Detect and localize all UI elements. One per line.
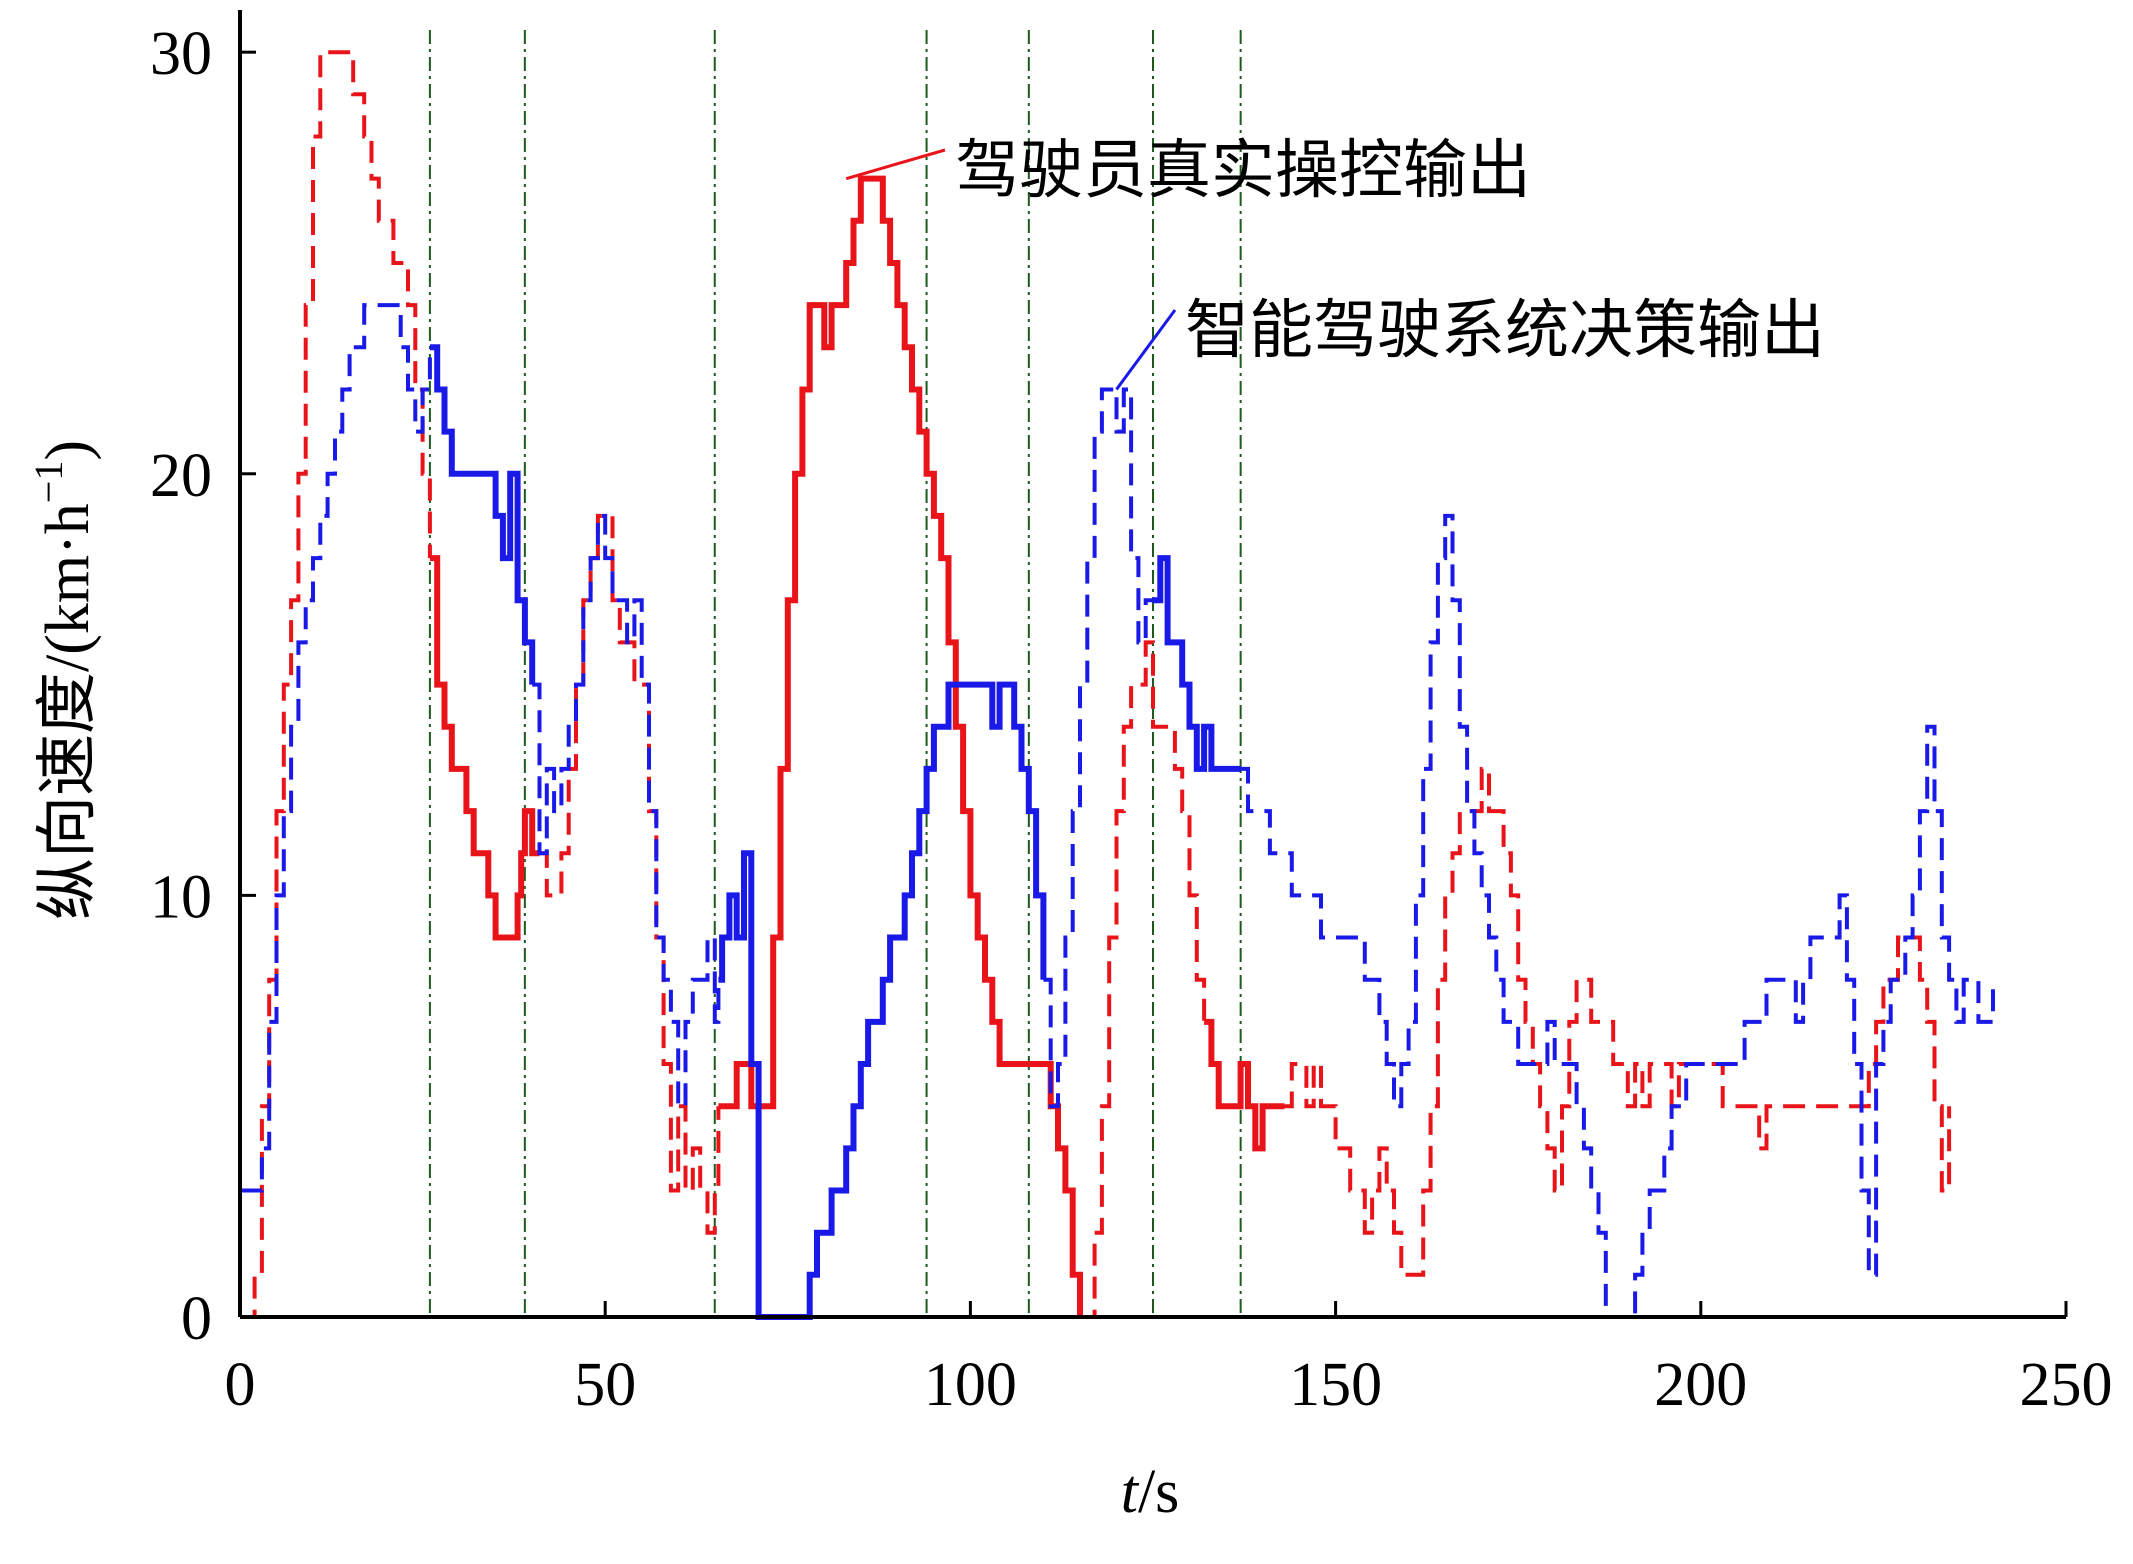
y-axis-title: 纵向速度/(km·h−1) bbox=[26, 440, 102, 920]
y-axis-title-main: 纵向速度/(km·h bbox=[34, 503, 102, 920]
series-0-segment-1-solid bbox=[429, 555, 540, 941]
series-1-segment-0-dashed bbox=[240, 303, 432, 1193]
x-tick-label-4: 200 bbox=[1654, 1351, 1747, 1419]
y-axis-title-close: ) bbox=[34, 440, 102, 461]
annotation-label-0: 驾驶员真实操控输出 bbox=[955, 134, 1531, 208]
x-tick-label-5: 250 bbox=[2020, 1351, 2113, 1419]
x-tick-label-1: 50 bbox=[574, 1351, 636, 1419]
axes bbox=[238, 10, 2066, 1319]
y-tick-label-0: 0 bbox=[181, 1285, 212, 1353]
series-0-segment-6-dashed bbox=[1284, 766, 1952, 1277]
series-1-segment-2-dashed bbox=[532, 513, 721, 1109]
series-0-segment-3-solid bbox=[718, 175, 1083, 1317]
series-0 bbox=[240, 50, 1952, 1319]
series-0-segment-5-solid bbox=[1204, 1018, 1285, 1152]
y-tick-label-1: 10 bbox=[150, 863, 212, 931]
series-0-segment-2-dashed bbox=[539, 513, 721, 1235]
annotation-leader-1 bbox=[1115, 309, 1177, 391]
series-1-segment-5-solid bbox=[1153, 555, 1241, 772]
x-tick-label-0: 0 bbox=[225, 1351, 256, 1419]
annotation-label-1: 智能驾驶系统决策输出 bbox=[1185, 294, 1825, 368]
annotation-leader-0 bbox=[845, 148, 946, 181]
series-layer bbox=[240, 50, 1995, 1320]
x-tick-label-3: 150 bbox=[1289, 1351, 1382, 1419]
series-1 bbox=[240, 303, 1995, 1320]
y-tick-label-3: 30 bbox=[150, 20, 212, 88]
series-1-segment-4-dashed bbox=[1043, 387, 1153, 1109]
ticks: 0 50 100 150 200 250 0 10 20 30 bbox=[150, 20, 2113, 1419]
series-1-segment-1-solid bbox=[429, 344, 536, 685]
series-0-segment-4-dashed bbox=[1080, 640, 1207, 1319]
y-axis-title-sup: −1 bbox=[26, 461, 71, 504]
y-tick-label-2: 20 bbox=[150, 442, 212, 510]
series-0-segment-0-dashed bbox=[240, 50, 432, 1319]
x-tick-label-2: 100 bbox=[924, 1351, 1017, 1419]
vertical-reference-lines bbox=[428, 30, 1242, 1317]
x-axis-title: t/s bbox=[1121, 1458, 1180, 1526]
series-1-segment-6-dashed bbox=[1240, 513, 1995, 1319]
